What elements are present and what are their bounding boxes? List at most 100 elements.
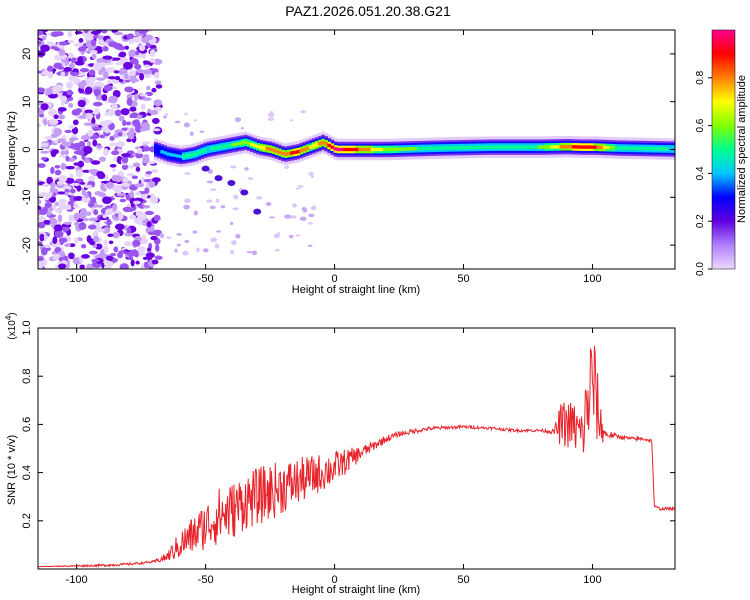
ridge-cell (228, 143, 233, 147)
ridge-cell (395, 147, 400, 151)
ridge-cell (398, 147, 403, 151)
noise-blob (38, 205, 42, 211)
noise-blob (53, 224, 63, 232)
noise-blob (101, 196, 112, 204)
noise-blob (184, 172, 191, 175)
noise-blob (141, 122, 151, 130)
ridge-cell (175, 154, 180, 158)
noise-blob (58, 174, 68, 183)
noise-blob (73, 142, 82, 151)
noise-blob (92, 231, 98, 237)
noise-blob (134, 183, 145, 188)
y-tick-label: 1.0 (21, 320, 33, 335)
ridge-cell (209, 147, 214, 151)
noise-blob (105, 67, 116, 74)
spectrogram-y-axis-title: Frequency (Hz) (6, 111, 18, 187)
spectrogram-noise-blobs (38, 30, 317, 269)
noise-blob (144, 210, 155, 216)
noise-blob (233, 194, 239, 200)
ridge-cell (259, 145, 263, 150)
noise-blob (143, 154, 150, 160)
noise-blob (310, 205, 317, 211)
noise-blob (109, 142, 117, 147)
noise-blob (149, 195, 156, 204)
y-tick-label: 0.6 (21, 417, 33, 432)
ridge-cell (454, 146, 458, 150)
noise-blob (84, 35, 95, 41)
noise-blob (112, 232, 120, 239)
ridge-cell (519, 145, 523, 149)
ridge-cell (389, 147, 393, 152)
noise-blob (235, 233, 241, 239)
ridge-cell (197, 150, 202, 155)
snr-panel: -100 -50 0 50 100 0.2 0.4 0.6 0.8 1.0 Height of … (4, 312, 676, 596)
noise-blob (93, 209, 99, 216)
ridge-cell (649, 146, 653, 151)
ridge-cell (379, 147, 384, 152)
noise-blob (77, 160, 85, 168)
noise-blob (151, 87, 157, 93)
ridge-cell (342, 147, 347, 152)
noise-blob (65, 177, 75, 184)
noise-blob (155, 243, 160, 252)
noise-blob (41, 142, 49, 148)
ridge-cell (314, 143, 319, 147)
ridge-cell (639, 146, 644, 151)
noise-blob (229, 221, 234, 226)
noise-blob (129, 58, 139, 65)
noise-blob (80, 135, 91, 141)
noise-blob (142, 69, 153, 75)
noise-blob (96, 204, 104, 208)
ridge-cell (404, 147, 409, 151)
ridge-cell (615, 146, 619, 150)
noise-blob (73, 42, 84, 48)
ridge-cell (185, 154, 189, 158)
ridge-cell (466, 145, 471, 150)
noise-blob (130, 203, 135, 208)
ridge-cell (448, 146, 452, 150)
noise-blob (102, 214, 107, 219)
noise-blob (149, 110, 159, 116)
noise-blob (81, 254, 90, 259)
ridge-cell (444, 146, 449, 150)
ridge-cell (407, 147, 412, 151)
noise-blob (93, 235, 100, 243)
ridge-cell (574, 145, 579, 149)
noise-blob (230, 165, 237, 169)
y-tick-label: -10 (21, 189, 33, 205)
ridge-cell (627, 146, 632, 150)
ridge-cell (590, 145, 595, 149)
ridge-cell (169, 153, 174, 157)
noise-blob (67, 31, 73, 38)
noise-blob (65, 81, 74, 89)
noise-blob (40, 156, 47, 161)
noise-blob (41, 71, 48, 76)
noise-blob (90, 30, 100, 36)
noise-blob (84, 86, 93, 95)
noise-blob (240, 127, 244, 130)
noise-blob (251, 250, 258, 256)
noise-blob (64, 149, 69, 155)
x-tick-label: -50 (198, 574, 214, 586)
x-tick-label: 100 (583, 574, 601, 586)
snr-series-line (38, 345, 675, 568)
noise-blob (135, 152, 144, 159)
ridge-cell (469, 145, 474, 150)
noise-blob (58, 263, 67, 269)
noise-blob (214, 243, 220, 249)
noise-blob (209, 188, 217, 192)
y-tick-label: 20 (21, 48, 33, 60)
noise-blob (132, 36, 143, 43)
noise-blob (137, 212, 147, 221)
ridge-cell (305, 146, 310, 150)
noise-blob (105, 182, 114, 189)
noise-blob (142, 60, 150, 65)
noise-blob (48, 118, 59, 126)
noise-blob (164, 113, 169, 116)
noise-blob (106, 62, 114, 66)
ridge-cell (355, 147, 359, 152)
noise-blob (112, 203, 118, 211)
noise-blob (39, 233, 45, 242)
ridge-cell (525, 145, 530, 149)
noise-blob (133, 93, 139, 101)
